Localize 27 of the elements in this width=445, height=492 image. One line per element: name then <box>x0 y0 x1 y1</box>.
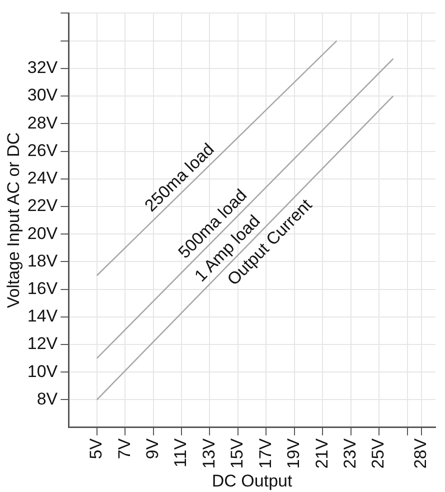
y-tick-label: 18V <box>27 251 58 270</box>
x-tick-label: 7V <box>114 438 134 460</box>
x-tick-label: 28V <box>411 438 430 469</box>
y-tick-label: 28V <box>27 113 58 132</box>
y-tick-label: 16V <box>27 278 58 298</box>
y-tick-label: 10V <box>27 362 58 381</box>
x-tick-label: 13V <box>199 438 218 469</box>
y-axis-title: Voltage Input AC or DC <box>4 132 23 308</box>
x-tick-label: 5V <box>86 438 106 460</box>
x-axis-title: DC Output <box>212 471 292 490</box>
y-tick-label: 12V <box>27 334 58 354</box>
x-tick-label: 17V <box>256 438 275 469</box>
x-tick-label: 25V <box>368 438 388 469</box>
y-tick-label: 26V <box>27 140 58 160</box>
y-tick-label: 20V <box>27 224 58 243</box>
x-tick-label: 15V <box>228 438 247 469</box>
x-tick-label: 9V <box>142 438 162 460</box>
y-tick-label: 32V <box>27 58 58 78</box>
x-tick-label: 23V <box>340 438 360 469</box>
y-tick-label: 30V <box>27 86 58 105</box>
y-tick-label: 24V <box>27 168 58 188</box>
x-tick-label: 19V <box>284 438 304 469</box>
y-tick-label: 22V <box>27 196 58 216</box>
x-tick-label: 11V <box>171 438 190 468</box>
y-tick-label: 8V <box>36 389 58 408</box>
y-tick-label: 14V <box>27 306 58 326</box>
x-tick-label: 21V <box>312 438 332 469</box>
